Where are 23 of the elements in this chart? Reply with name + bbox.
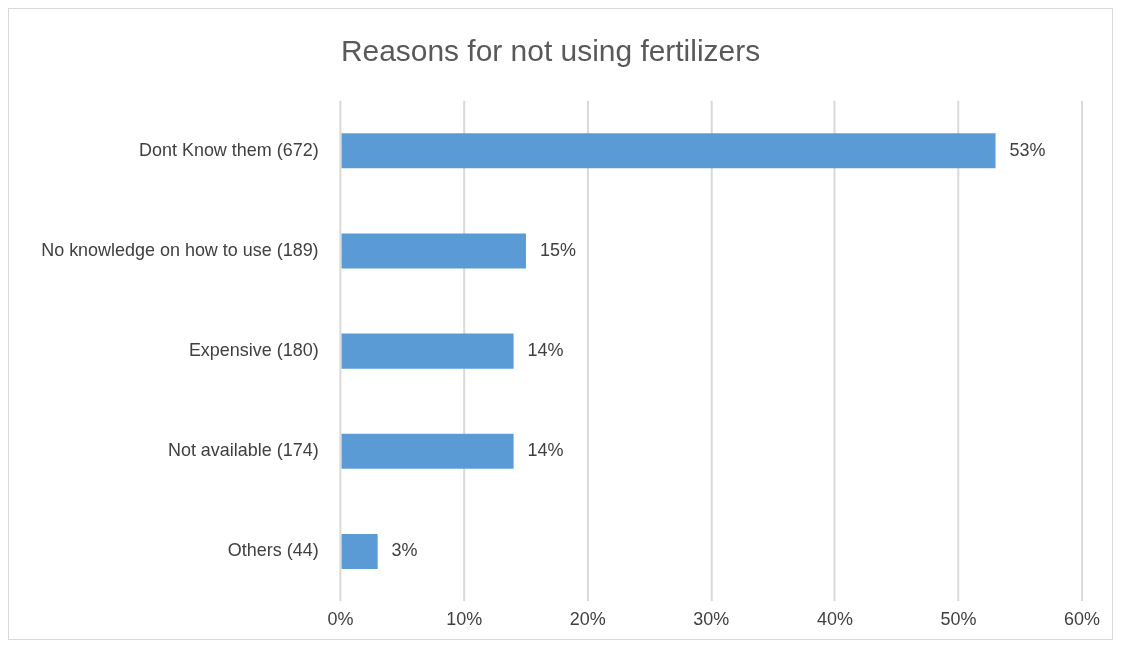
y-tick-label: Expensive (180) bbox=[188, 340, 319, 361]
x-tick-label: 20% bbox=[569, 609, 606, 630]
chart-title: Reasons for not using fertilizers bbox=[340, 34, 761, 68]
x-tick-label: 40% bbox=[816, 609, 853, 630]
data-label: 15% bbox=[539, 239, 576, 260]
y-tick-label: Others (44) bbox=[227, 540, 319, 561]
x-tick-label: 60% bbox=[1064, 609, 1101, 630]
bar bbox=[341, 233, 526, 269]
y-tick-label: Dont Know them (672) bbox=[139, 139, 319, 160]
y-tick-label: No knowledge on how to use (189) bbox=[41, 239, 319, 260]
x-tick-label: 10% bbox=[446, 609, 483, 630]
bar bbox=[341, 333, 514, 369]
bar bbox=[341, 533, 378, 569]
bar bbox=[341, 433, 514, 469]
data-label: 3% bbox=[391, 540, 418, 561]
x-tick-label: 30% bbox=[693, 609, 730, 630]
data-label: 14% bbox=[527, 440, 564, 461]
x-tick-label: 50% bbox=[940, 609, 977, 630]
data-label: 53% bbox=[1009, 139, 1046, 160]
data-label: 14% bbox=[527, 340, 564, 361]
bar bbox=[341, 133, 996, 169]
x-tick-label: 0% bbox=[327, 609, 354, 630]
y-tick-label: Not available (174) bbox=[167, 440, 319, 461]
